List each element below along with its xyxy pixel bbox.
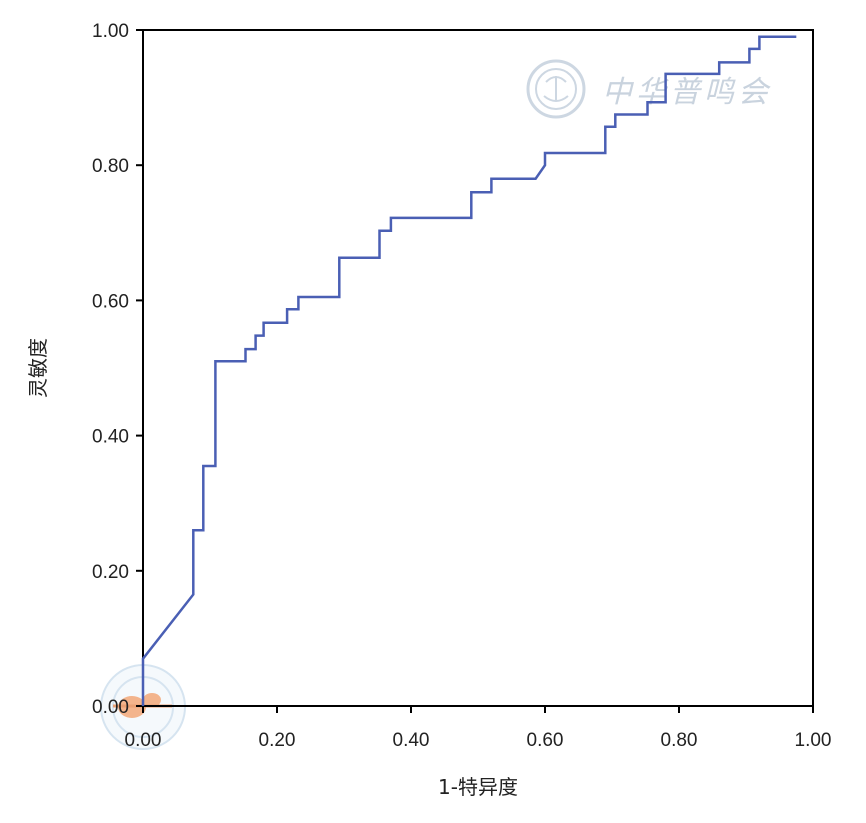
- y-axis-title: 灵敏度: [26, 338, 50, 398]
- y-tick-label: 1.00: [92, 21, 129, 42]
- y-tick-label: 0.80: [92, 156, 129, 177]
- x-tick-label: 0.60: [527, 730, 564, 751]
- watermark-text: 中华普鸣会: [602, 75, 772, 110]
- y-tick-label: 0.40: [92, 427, 129, 448]
- plot-frame: [142, 29, 814, 707]
- x-axis-title: 1-特异度: [438, 775, 518, 799]
- y-tick-label: 0.20: [92, 562, 129, 583]
- y-tick-label: 0.60: [92, 291, 129, 312]
- y-tick-label: 0.00: [92, 697, 129, 718]
- x-tick-label: 0.00: [125, 730, 162, 751]
- watermark-emblem: [526, 59, 586, 119]
- x-tick-label: 0.80: [661, 730, 698, 751]
- x-tick-label: 0.20: [259, 730, 296, 751]
- x-axis: 0.00 0.20 0.40 0.60 0.80 1.00: [125, 706, 832, 751]
- y-axis: 0.00 0.20 0.40 0.60 0.80 1.00: [92, 21, 143, 718]
- x-tick-label: 1.00: [795, 730, 832, 751]
- roc-curve: [141, 35, 797, 706]
- x-tick-label: 0.40: [393, 730, 430, 751]
